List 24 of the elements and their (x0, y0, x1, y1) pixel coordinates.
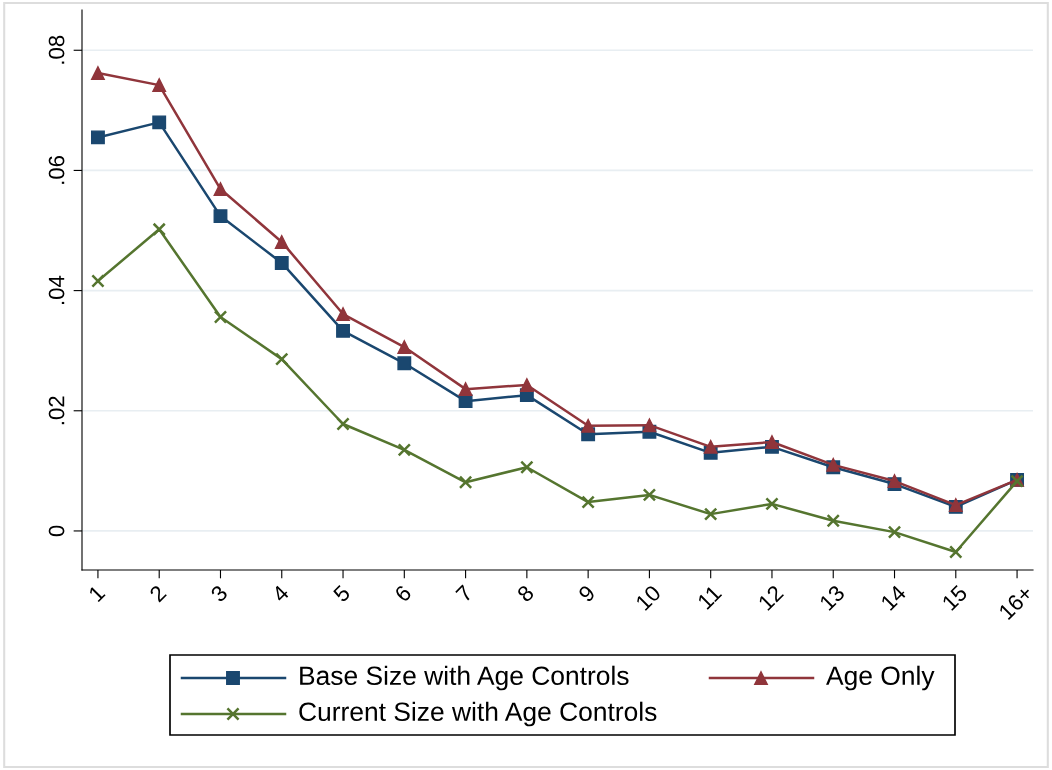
y-tick-label: .02 (48, 396, 65, 425)
x-tick-label: 13 (818, 584, 846, 612)
x-tick-label: 5 (332, 584, 351, 603)
legend-label: Base Size with Age Controls (300, 665, 629, 691)
x-tick-label: 7 (455, 584, 474, 603)
y-tick-label: .08 (48, 35, 65, 64)
x-tick-label: 1 (88, 584, 106, 603)
x-tick-label: 15 (941, 584, 969, 612)
x-tick-label: 9 (577, 584, 596, 603)
x-tick-label: 16+ (998, 584, 1034, 621)
y-tick-label: .04 (48, 275, 65, 305)
legend-label: Age Only (826, 665, 935, 691)
x-tick-label: 12 (757, 584, 784, 611)
x-tick-label: 4 (271, 584, 290, 603)
x-tick-label: 8 (516, 584, 535, 603)
legend-label: Current Size with Age Controls (299, 701, 657, 727)
y-tick-label: .06 (48, 155, 65, 184)
x-tick-label: 2 (148, 584, 167, 603)
x-tick-label: 6 (393, 584, 413, 603)
x-tick-label: 3 (209, 584, 229, 603)
x-tick-label: 10 (634, 584, 662, 612)
x-tick-label: 14 (880, 584, 907, 611)
y-tick-label: 0 (48, 525, 65, 537)
x-tick-label: 11 (696, 584, 723, 610)
